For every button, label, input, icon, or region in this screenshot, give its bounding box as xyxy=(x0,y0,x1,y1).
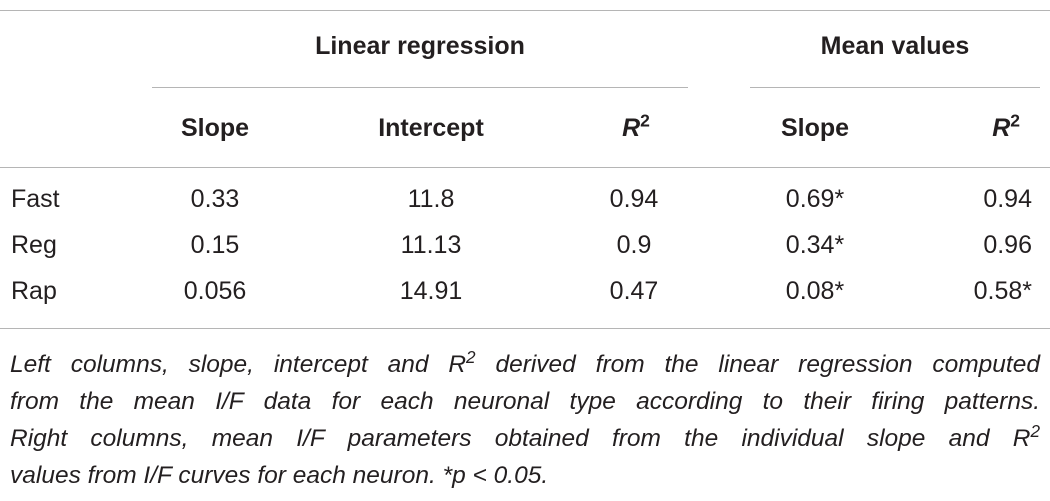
group-header: Linear regression xyxy=(315,32,525,60)
superscript: 2 xyxy=(466,346,476,367)
cell: 11.13 xyxy=(400,231,462,259)
cell: 14.91 xyxy=(399,277,463,305)
caption-line: from the mean I/F data for each neuronal… xyxy=(10,387,1040,417)
column-header: Slope xyxy=(181,113,249,143)
cell: 11.8 xyxy=(407,185,455,213)
cell: 0.94 xyxy=(609,185,659,213)
row-label: Rap xyxy=(11,277,57,305)
column-header-text: R xyxy=(992,114,1011,142)
column-header: Slope xyxy=(781,113,849,143)
cell: 0.9 xyxy=(616,231,652,259)
cell: 0.94 xyxy=(983,185,1032,213)
column-header-text: Intercept xyxy=(378,114,484,142)
superscript: 2 xyxy=(1010,110,1020,131)
cell: 0.34* xyxy=(785,231,845,259)
group-rule xyxy=(750,87,1040,88)
cell: 0.15 xyxy=(190,231,240,259)
caption-line: Left columns, slope, intercept and R2 de… xyxy=(10,346,1040,380)
caption-line: values from I/F curves for each neuron. … xyxy=(10,461,1040,491)
superscript: 2 xyxy=(640,110,650,131)
column-header-text: Slope xyxy=(780,114,850,142)
group-header: Mean values xyxy=(820,32,970,60)
cell: 0.08* xyxy=(785,277,845,305)
row-label: Fast xyxy=(11,185,60,213)
cell: 0.47 xyxy=(609,277,659,305)
column-header: R2 xyxy=(992,110,1020,143)
caption-text: values from I/F curves for each neuron. … xyxy=(10,462,549,489)
cell: 0.58* xyxy=(973,277,1032,305)
row-label: Reg xyxy=(11,231,57,259)
cell: 0.69* xyxy=(785,185,845,213)
cell: 0.33 xyxy=(190,185,240,213)
header-rule xyxy=(0,167,1050,168)
cell: 0.056 xyxy=(183,277,247,305)
caption-line: Right columns, mean I/F parameters obtai… xyxy=(10,420,1040,454)
group-rule xyxy=(152,87,688,88)
column-header: Intercept xyxy=(378,113,484,143)
caption-text: Right columns, mean I/F parameters obtai… xyxy=(10,425,1031,452)
cell: 0.96 xyxy=(983,231,1032,259)
bottom-rule xyxy=(0,328,1050,329)
caption-text: derived from the linear regression compu… xyxy=(475,351,1040,378)
superscript: 2 xyxy=(1030,420,1040,441)
top-rule xyxy=(0,10,1050,11)
caption-text: Left columns, slope, intercept and R xyxy=(10,351,467,378)
caption-text: from the mean I/F data for each neuronal… xyxy=(10,388,1040,415)
column-header-text: Slope xyxy=(180,114,250,142)
column-header-text: R xyxy=(622,114,641,142)
column-header: R2 xyxy=(622,110,650,143)
